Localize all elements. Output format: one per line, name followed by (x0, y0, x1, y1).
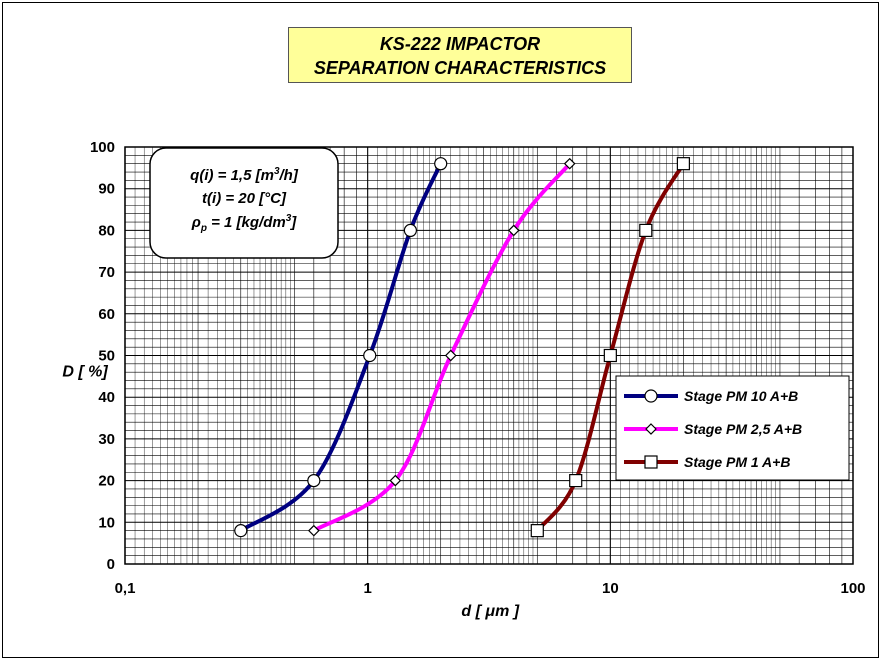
legend-marker-3 (644, 455, 658, 469)
y-tick-label: 90 (98, 181, 115, 198)
y-tick-label: 70 (98, 264, 115, 281)
data-point-series-3 (603, 348, 617, 363)
y-tick-label: 40 (98, 389, 115, 406)
chart-title-box: KS-222 IMPACTOR SEPARATION CHARACTERISTI… (288, 27, 632, 83)
y-tick-label: 60 (98, 306, 115, 323)
legend-label-3: Stage PM 1 A+B (684, 454, 790, 470)
chart-title-line1: KS-222 IMPACTOR (379, 34, 541, 54)
legend-marker-1 (644, 389, 658, 403)
data-point-series-2 (307, 524, 320, 537)
legend-label-2: Stage PM 2,5 A+B (684, 421, 802, 437)
chart-title-line2: SEPARATION CHARACTERISTICS (313, 58, 607, 78)
y-tick-label: 50 (98, 348, 115, 365)
x-tick-label: 0,1 (115, 580, 136, 597)
series-layer (234, 157, 690, 538)
legend-label-1: Stage PM 10 A+B (684, 388, 798, 404)
condition-density: ρp = 1 [kg/dm3] (191, 213, 298, 234)
legend-marker-2 (645, 423, 657, 435)
data-point-series-1 (234, 524, 248, 538)
data-point-series-3 (530, 524, 544, 538)
data-point-series-2 (563, 157, 576, 170)
y-tick-label: 30 (98, 431, 115, 448)
condition-flow: q(i) = 1,5 [m3/h] (190, 166, 299, 184)
x-tick-label: 1 (363, 580, 371, 597)
data-point-series-2 (507, 224, 520, 237)
y-tick-label: 20 (98, 473, 115, 490)
axis-layer: 0 10 20 30 40 50 60 70 80 90 100 0,1 1 10 100 d [ μm ] D… (62, 139, 865, 620)
y-tick-label: 10 (98, 514, 115, 531)
y-axis-label: D [ %] (62, 363, 108, 380)
data-point-series-1 (307, 474, 321, 488)
data-point-series-1 (403, 223, 417, 237)
data-point-series-2 (389, 474, 402, 487)
y-tick-label: 0 (107, 556, 115, 573)
legend: Stage PM 10 A+B Stage PM 2,5 A+B Stage PM … (615, 375, 850, 481)
y-tick-label: 80 (98, 222, 115, 239)
x-tick-label: 10 (602, 580, 619, 597)
y-tick-label: 100 (90, 139, 115, 156)
plot-border (124, 146, 854, 565)
data-point-series-3 (639, 223, 653, 237)
data-point-series-1 (363, 348, 377, 363)
data-point-series-1 (434, 157, 448, 171)
x-axis-label: d [ μm ] (461, 603, 519, 620)
data-point-series-3 (676, 157, 690, 171)
data-point-series-3 (569, 474, 583, 488)
conditions-box: q(i) = 1,5 [m3/h] t(i) = 20 [°C] ρp = 1 … (149, 147, 339, 259)
x-tick-label: 100 (840, 580, 865, 597)
data-point-series-2 (444, 349, 457, 362)
condition-temperature: t(i) = 20 [°C] (202, 190, 287, 207)
